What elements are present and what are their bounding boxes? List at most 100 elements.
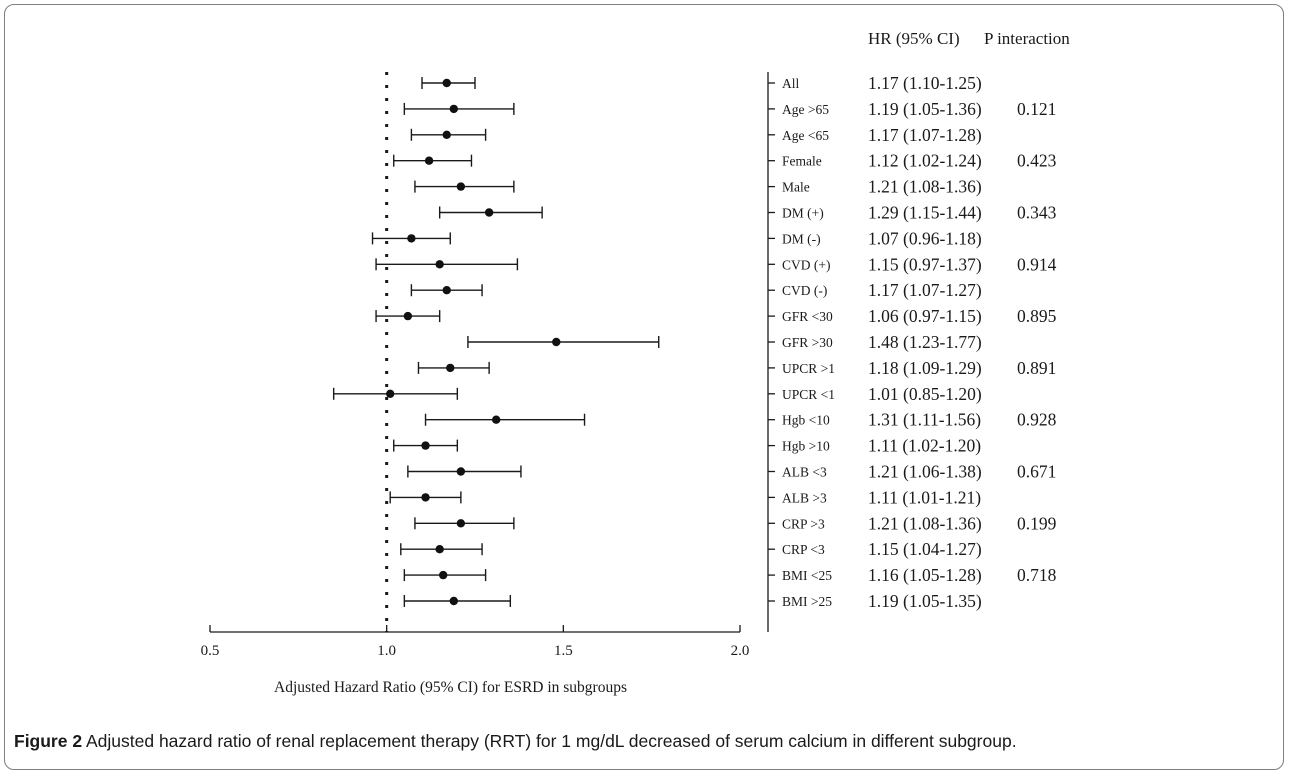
row-label: Age >65 (782, 102, 829, 117)
p-interaction-value: 0.121 (1017, 99, 1056, 119)
forest-plot: HR (95% CI) P interaction 0.5 1.0 1.5 2.0 A… (201, 29, 1071, 696)
figure-caption: Figure 2 Adjusted hazard ratio of renal … (14, 731, 1276, 752)
hr-ci-value: 1.12 (1.02-1.24) (868, 151, 982, 171)
caption-label: Figure 2 (14, 731, 83, 751)
forest-row: All 1.17 (1.10-1.25) (421, 73, 982, 93)
forest-row: ALB >3 1.11 (1.01-1.21) (389, 487, 981, 507)
hr-point (421, 493, 430, 502)
p-interaction-value: 0.199 (1017, 513, 1057, 533)
hr-point (435, 260, 444, 269)
row-label: Hgb >10 (782, 439, 830, 454)
hr-ci-value: 1.21 (1.06-1.38) (868, 462, 982, 482)
hr-ci-value: 1.17 (1.07-1.27) (868, 280, 982, 300)
row-label: UPCR >1 (782, 361, 835, 376)
hr-ci-value: 1.07 (0.96-1.18) (868, 228, 982, 248)
caption-text: Adjusted hazard ratio of renal replaceme… (85, 731, 1017, 751)
forest-row: CVD (+) 1.15 (0.97-1.37) 0.914 (375, 254, 1057, 274)
hr-point (456, 519, 466, 528)
x-axis-ticks: 0.5 1.0 1.5 2.0 (201, 625, 750, 659)
forest-row: Male 1.21 (1.08-1.36) (414, 177, 982, 197)
row-label: GFR <30 (782, 309, 833, 324)
forest-row: BMI <25 1.16 (1.05-1.28) 0.718 (403, 565, 1057, 585)
hr-ci-value: 1.29 (1.15-1.44) (868, 203, 982, 223)
hr-point (421, 441, 430, 450)
hr-point (442, 130, 451, 139)
row-label: DM (-) (782, 231, 821, 246)
hr-ci-value: 1.16 (1.05-1.28) (868, 565, 982, 585)
row-label: All (782, 76, 800, 91)
row-label: GFR >30 (782, 335, 833, 350)
hr-ci-value: 1.01 (0.85-1.20) (868, 384, 982, 404)
row-label: UPCR <1 (782, 387, 835, 402)
p-interaction-value: 0.895 (1017, 306, 1057, 326)
forest-row: CRP >3 1.21 (1.08-1.36) 0.199 (414, 513, 1057, 533)
x-tick-label-0: 0.5 (201, 643, 220, 659)
x-tick-label-1: 1.0 (377, 643, 396, 659)
x-axis-label: Adjusted Hazard Ratio (95% CI) for ESRD … (274, 679, 627, 696)
row-label: DM (+) (782, 206, 824, 221)
row-label: Hgb <10 (782, 413, 830, 428)
hr-ci-value: 1.19 (1.05-1.35) (868, 591, 982, 611)
hr-point (435, 545, 444, 554)
hr-point (403, 311, 413, 321)
p-interaction-value: 0.671 (1017, 462, 1056, 482)
hr-point (446, 363, 455, 373)
p-interaction-value: 0.343 (1017, 203, 1057, 223)
row-label: ALB <3 (782, 465, 827, 480)
hr-ci-value: 1.48 (1.23-1.77) (868, 332, 982, 352)
hr-ci-value: 1.21 (1.08-1.36) (868, 513, 982, 533)
hr-point (484, 208, 494, 217)
hr-point (456, 182, 466, 191)
p-interaction-value: 0.423 (1017, 151, 1057, 171)
column-header-hr: HR (95% CI) (868, 29, 960, 48)
forest-row: CRP <3 1.15 (1.04-1.27) (400, 539, 982, 559)
forest-row: CVD (-) 1.17 (1.07-1.27) (410, 280, 982, 300)
hr-ci-value: 1.15 (0.97-1.37) (868, 254, 982, 274)
forest-row: DM (+) 1.29 (1.15-1.44) 0.343 (438, 203, 1057, 223)
forest-row: Hgb >10 1.11 (1.02-1.20) (393, 436, 981, 456)
hr-point (424, 156, 434, 165)
hr-ci-value: 1.17 (1.07-1.28) (868, 125, 982, 145)
hr-ci-value: 1.31 (1.11-1.56) (868, 410, 981, 430)
row-label: CVD (+) (782, 257, 830, 272)
hr-point (442, 78, 451, 88)
forest-row: GFR <30 1.06 (0.97-1.15) 0.895 (375, 306, 1057, 326)
forest-row: DM (-) 1.07 (0.96-1.18) (371, 228, 982, 248)
forest-row: Female 1.12 (1.02-1.24) 0.423 (393, 151, 1057, 171)
row-label: BMI <25 (782, 568, 832, 583)
x-tick-label-2: 1.5 (554, 643, 573, 659)
hr-point (407, 234, 416, 243)
forest-row: UPCR >1 1.18 (1.09-1.29) 0.891 (417, 358, 1056, 378)
hr-ci-value: 1.15 (1.04-1.27) (868, 539, 982, 559)
forest-row: Age <65 1.17 (1.07-1.28) (410, 125, 982, 145)
hr-ci-value: 1.21 (1.08-1.36) (868, 177, 982, 197)
forest-rows: All 1.17 (1.10-1.25) Age >65 1.19 (1.05-1.3… (332, 73, 1057, 611)
row-label: CRP <3 (782, 542, 825, 557)
hr-point (439, 570, 448, 580)
hr-point (442, 286, 451, 295)
figure-frame (4, 4, 1284, 770)
forest-row: UPCR <1 1.01 (0.85-1.20) (332, 384, 982, 404)
hr-ci-value: 1.11 (1.01-1.21) (868, 487, 981, 507)
row-label: CVD (-) (782, 283, 827, 298)
hr-point (456, 467, 466, 476)
hr-point (492, 415, 501, 424)
forest-row: GFR >30 1.48 (1.23-1.77) (467, 332, 982, 352)
p-interaction-value: 0.718 (1017, 565, 1057, 585)
forest-row: Hgb <10 1.31 (1.11-1.56) 0.928 (424, 410, 1057, 430)
forest-row: Age >65 1.19 (1.05-1.36) 0.121 (403, 99, 1056, 119)
p-interaction-value: 0.914 (1017, 254, 1057, 274)
forest-row: BMI >25 1.19 (1.05-1.35) (403, 591, 982, 611)
row-label: BMI >25 (782, 594, 832, 609)
forest-row: ALB <3 1.21 (1.06-1.38) 0.671 (407, 462, 1056, 482)
hr-point (552, 337, 561, 347)
column-header-p-interaction: P interaction (984, 29, 1070, 48)
row-label: ALB >3 (782, 490, 827, 505)
hr-ci-value: 1.18 (1.09-1.29) (868, 358, 982, 378)
p-interaction-value: 0.891 (1017, 358, 1056, 378)
x-tick-label-3: 2.0 (731, 643, 750, 659)
row-label: CRP >3 (782, 516, 825, 531)
hr-point (449, 596, 458, 606)
row-label: Age <65 (782, 128, 829, 143)
hr-ci-value: 1.06 (0.97-1.15) (868, 306, 982, 326)
